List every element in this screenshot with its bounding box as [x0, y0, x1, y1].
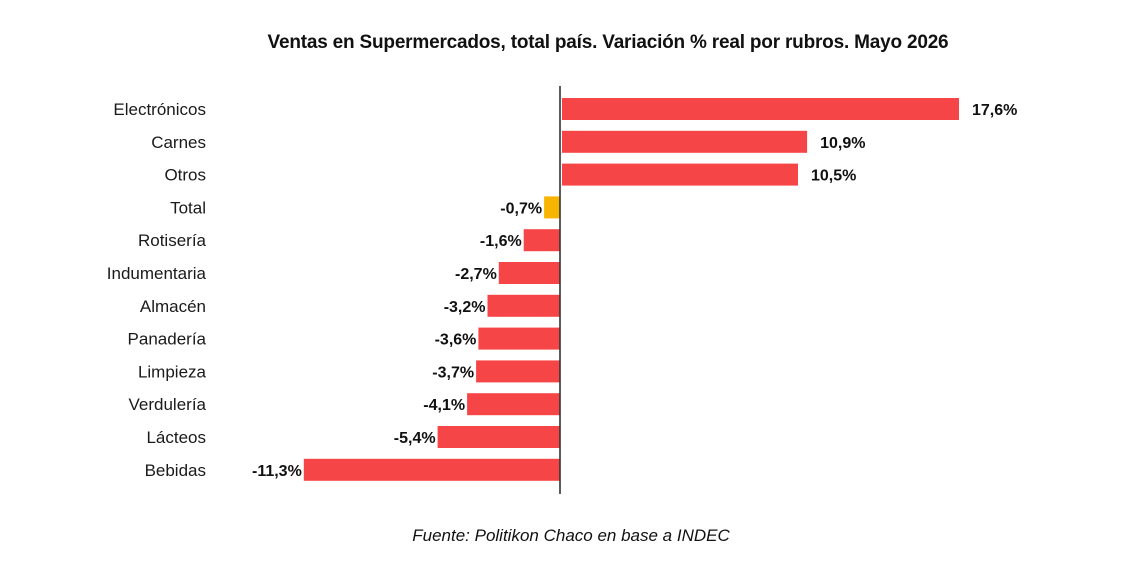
value-label-almacen: -3,2% — [444, 299, 486, 316]
bar-bebidas — [303, 458, 560, 481]
category-label-limpieza: Limpieza — [138, 362, 207, 381]
value-label-panaderia: -3,6% — [435, 332, 477, 349]
category-label-total: Total — [170, 198, 206, 217]
bar-rotiseria — [523, 229, 560, 252]
category-label-lacteos: Lácteos — [146, 428, 206, 447]
category-label-electronicos: Electrónicos — [113, 100, 206, 119]
category-label-almacen: Almacén — [140, 297, 206, 316]
value-label-lacteos: -5,4% — [394, 430, 436, 447]
value-label-total: -0,7% — [500, 200, 542, 217]
category-label-bebidas: Bebidas — [145, 461, 206, 480]
source-note: Fuente: Politikon Chaco en base a INDEC — [412, 526, 730, 545]
value-label-verduleria: -4,1% — [423, 397, 465, 414]
bar-indumentaria — [498, 262, 560, 284]
bar-carnes — [562, 130, 808, 153]
labels-group: Electrónicos 17,6% Carnes 10,9% Otros 10,5% To… — [107, 100, 1018, 480]
bar-panaderia — [478, 327, 560, 350]
value-label-rotiseria: -1,6% — [480, 233, 522, 250]
bar-limpieza — [476, 360, 560, 383]
category-label-rotiseria: Rotisería — [138, 231, 207, 250]
value-label-bebidas: -11,3% — [252, 463, 302, 480]
category-label-carnes: Carnes — [151, 133, 206, 152]
category-label-otros: Otros — [164, 166, 206, 185]
bar-electronicos — [562, 98, 959, 120]
value-label-electronicos: 17,6% — [972, 102, 1017, 119]
category-label-verduleria: Verdulería — [129, 395, 207, 414]
bar-verduleria — [467, 393, 560, 416]
bar-lacteos — [437, 426, 560, 448]
category-label-panaderia: Panadería — [128, 330, 207, 349]
bar-total — [544, 196, 560, 219]
bar-almacen — [487, 294, 560, 317]
bars-group — [303, 98, 959, 481]
value-label-carnes: 10,9% — [820, 135, 865, 152]
bar-otros — [562, 163, 798, 186]
value-label-limpieza: -3,7% — [432, 364, 474, 381]
category-label-indumentaria: Indumentaria — [107, 264, 207, 283]
chart-title: Ventas en Supermercados, total país. Var… — [267, 32, 949, 53]
value-label-indumentaria: -2,7% — [455, 266, 497, 283]
value-label-otros: 10,5% — [811, 168, 856, 185]
